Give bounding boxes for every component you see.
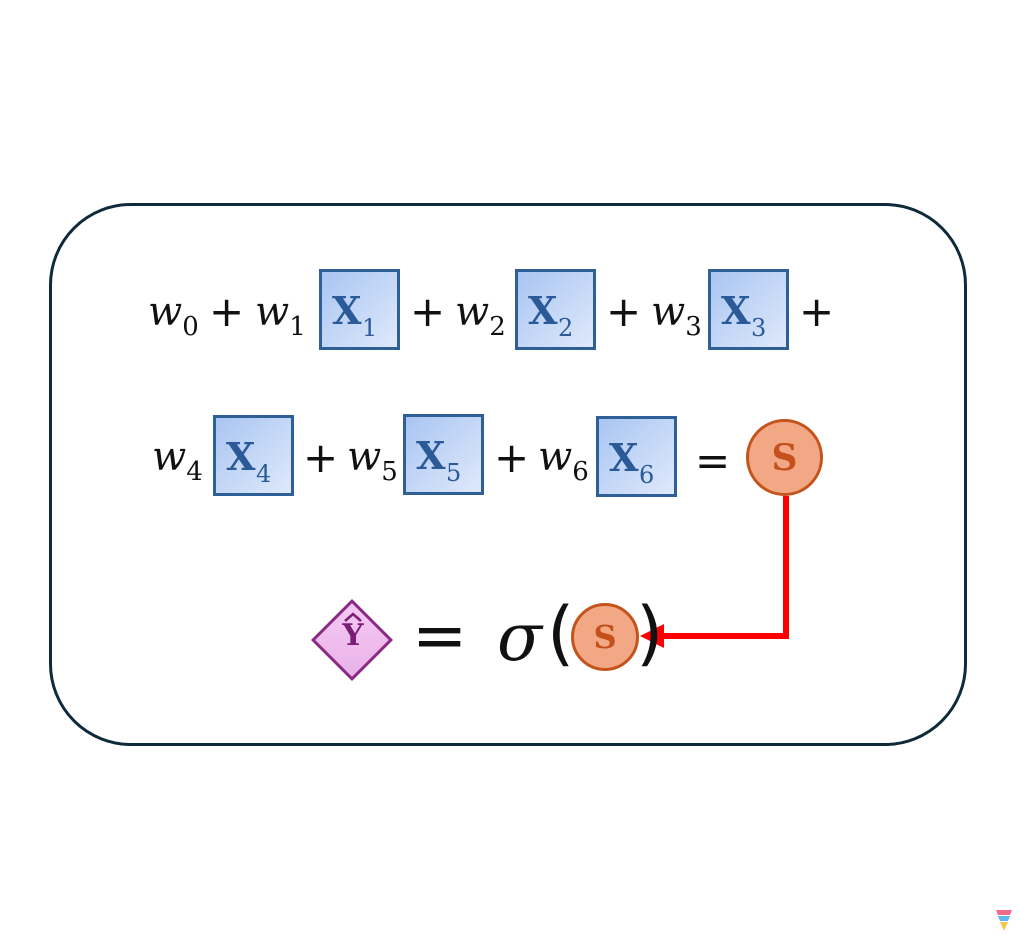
plus-operator: +	[303, 433, 339, 482]
input-x6-subscript: 6	[639, 461, 655, 489]
weight-w3: w3	[651, 289, 702, 342]
plus-operator: +	[799, 287, 835, 336]
sigmoid-symbol: σ	[497, 599, 543, 676]
plus-operator: +	[606, 287, 642, 336]
weight-w4: w4	[152, 434, 203, 487]
weight-w6: w6	[538, 434, 589, 487]
sigmoid-input-s-node: S	[571, 603, 639, 671]
weight-w5: w5	[347, 434, 398, 487]
sum-s-node: S	[746, 419, 823, 496]
equals-operator: =	[695, 436, 731, 485]
input-x5-subscript: 5	[446, 459, 462, 487]
input-x5-letter: X	[416, 433, 446, 478]
input-x2-letter: X	[528, 288, 558, 333]
input-x1-subscript: 1	[362, 314, 378, 342]
input-x4-box: X 4	[213, 415, 294, 496]
input-x3-subscript: 3	[751, 314, 767, 342]
input-x1-box: X 1	[319, 269, 400, 350]
input-x6-box: X 6	[596, 416, 677, 497]
weight-w2: w2	[455, 289, 506, 342]
input-x5-box: X 5	[403, 414, 484, 495]
open-parenthesis: (	[547, 592, 575, 674]
close-parenthesis: )	[636, 592, 664, 674]
hat-accent-icon	[344, 612, 362, 622]
input-x1-letter: X	[332, 288, 362, 333]
input-x2-subscript: 2	[558, 314, 574, 342]
output-y-label: Y	[342, 618, 364, 653]
sum-s-label: S	[771, 436, 798, 479]
input-x4-subscript: 4	[256, 460, 272, 488]
input-x4-letter: X	[226, 434, 256, 479]
sigmoid-input-s-label: S	[593, 618, 617, 656]
weight-w0: w0	[148, 289, 199, 342]
weight-w1: w1	[255, 289, 306, 342]
input-x6-letter: X	[609, 435, 639, 480]
output-y-hat-node: Y	[310, 598, 395, 683]
plus-operator: +	[209, 287, 245, 336]
equals-operator-large: =	[412, 597, 468, 674]
input-x2-box: X 2	[515, 269, 596, 350]
plus-operator: +	[410, 287, 446, 336]
gemini-logo-icon	[996, 910, 1012, 931]
plus-operator: +	[494, 433, 530, 482]
input-x3-letter: X	[721, 288, 751, 333]
input-x3-box: X 3	[708, 269, 789, 350]
